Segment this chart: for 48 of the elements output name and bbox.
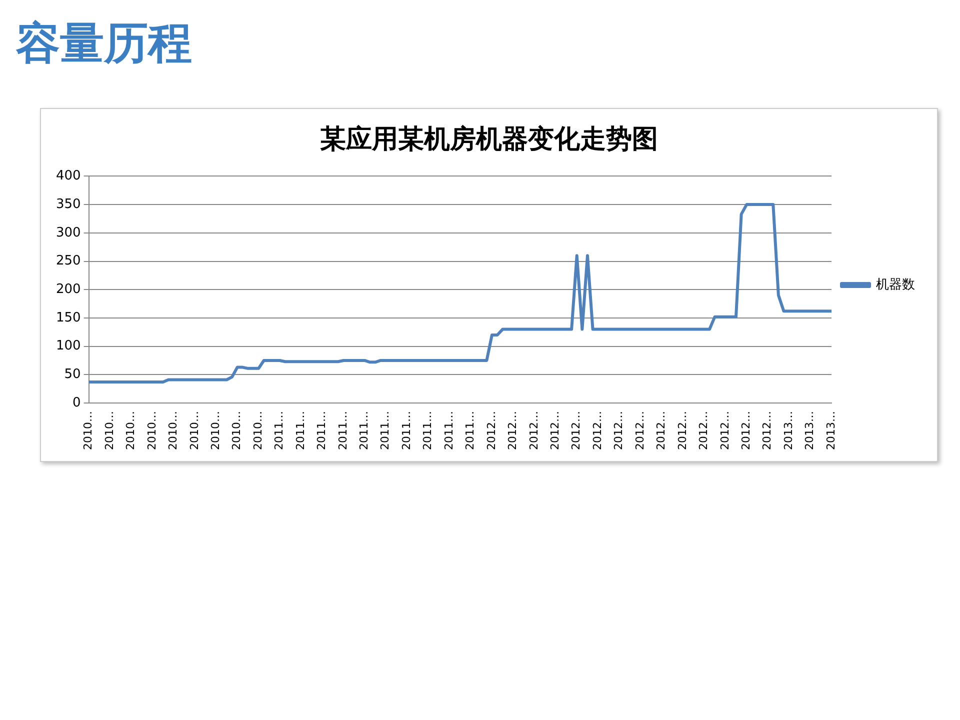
x-tick-label: 2011… — [315, 411, 328, 450]
x-tick-label: 2011… — [464, 411, 477, 450]
y-tick-label: 100 — [56, 338, 81, 354]
y-tick-label: 0 — [72, 395, 81, 410]
x-tick-label: 2012… — [506, 411, 520, 450]
chart-title: 某应用某机房机器变化走势图 — [320, 124, 658, 154]
x-tick-label: 2011… — [294, 411, 307, 450]
legend-label: 机器数 — [876, 277, 915, 292]
x-tick-label: 2013… — [782, 411, 795, 450]
x-tick-label: 2013… — [824, 411, 838, 450]
y-tick-label: 250 — [56, 254, 81, 269]
x-tick-label: 2012… — [570, 411, 583, 450]
x-tick-label: 2012… — [527, 411, 540, 450]
x-tick-label: 2010… — [124, 411, 138, 450]
x-tick-label: 2011… — [378, 411, 392, 450]
x-tick-label: 2011… — [421, 411, 434, 450]
x-tick-label: 2012… — [484, 411, 498, 450]
text: 容量历程 — [16, 17, 192, 71]
x-tick-label: 2012… — [633, 411, 646, 450]
x-tick-label: 2013… — [803, 411, 816, 450]
x-tick-label: 2012… — [739, 411, 752, 450]
y-tick-label: 400 — [56, 168, 81, 184]
y-tick-label: 50 — [64, 367, 81, 382]
y-tick-label: 350 — [56, 196, 81, 212]
x-tick-label: 2011… — [336, 411, 350, 450]
y-tick-label: 300 — [56, 225, 81, 240]
x-tick-label: 2012… — [654, 411, 668, 450]
x-tick-label: 2012… — [590, 411, 604, 450]
x-tick-label: 2010… — [208, 411, 222, 450]
x-tick-label: 2010… — [145, 411, 158, 450]
x-tick-label: 2010… — [230, 411, 244, 450]
x-tick-label: 2010… — [102, 411, 116, 450]
x-tick-label: 2012… — [718, 411, 732, 450]
x-tick-label: 2012… — [760, 411, 774, 450]
x-tick-label: 2011… — [400, 411, 413, 450]
x-tick-label: 2010… — [188, 411, 201, 450]
x-tick-label: 2010… — [251, 411, 264, 450]
x-tick-label: 2012… — [697, 411, 710, 450]
y-tick-label: 150 — [56, 310, 81, 326]
x-tick-label: 2012… — [676, 411, 689, 450]
x-tick-label: 2011… — [272, 411, 286, 450]
x-tick-label: 2010… — [82, 411, 95, 450]
x-tick-label: 2012… — [548, 411, 562, 450]
x-tick-label: 2011… — [442, 411, 456, 450]
x-tick-label: 2010… — [166, 411, 180, 450]
y-tick-label: 200 — [56, 282, 81, 297]
x-tick-label: 2011… — [358, 411, 371, 450]
x-tick-label: 2012… — [612, 411, 626, 450]
